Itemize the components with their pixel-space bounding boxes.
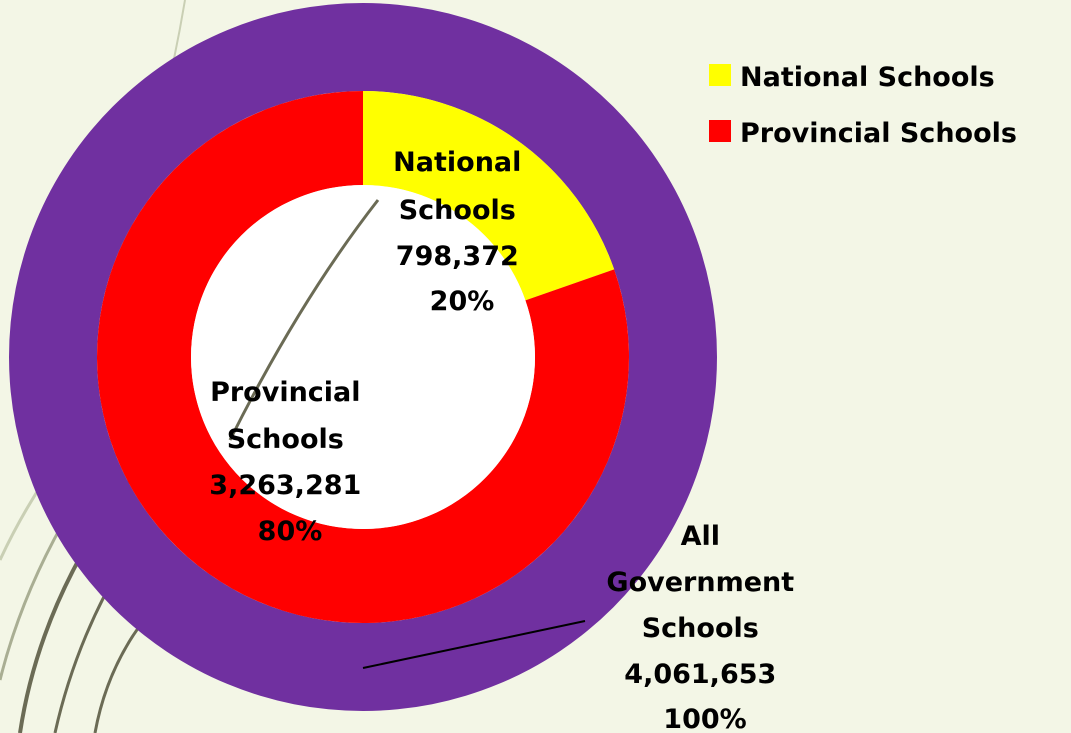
legend-label-national-schools: National Schools [740,62,995,93]
donut-slice-national-schools [363,91,615,301]
data-label-line: 100% [663,704,746,733]
leader-line [362,620,586,669]
data-label-line: Government [606,567,794,598]
data-label-line: 798,372 [396,241,519,272]
data-label-all-government-schools: All Government Schools 4,061,653 100% [606,521,803,733]
data-label-line: 4,061,653 [624,659,776,690]
data-label-line: Schools [399,195,516,226]
donut-hole [191,185,535,529]
legend: National Schools Provincial Schools [709,62,1017,149]
donut-slice-provincial-schools [97,91,630,623]
data-label-national-schools: National Schools 798,372 20% [393,147,531,317]
data-label-line: All [681,521,720,552]
data-label-line: 3,263,281 [209,470,361,501]
data-label-line: 80% [258,516,323,547]
data-label-line: 20% [430,286,495,317]
legend-label-provincial-schools: Provincial Schools [740,118,1017,149]
decor-curve [228,199,380,441]
inner-ring [97,91,630,623]
data-label-line: Provincial [210,377,360,408]
legend-swatch-national-schools [709,64,731,86]
data-label-line: Schools [642,613,759,644]
data-label-line: National [393,147,521,178]
data-label-line: Schools [227,424,344,455]
data-label-provincial-schools: Provincial Schools 3,263,281 80% [209,377,370,547]
legend-swatch-provincial-schools [709,120,731,142]
